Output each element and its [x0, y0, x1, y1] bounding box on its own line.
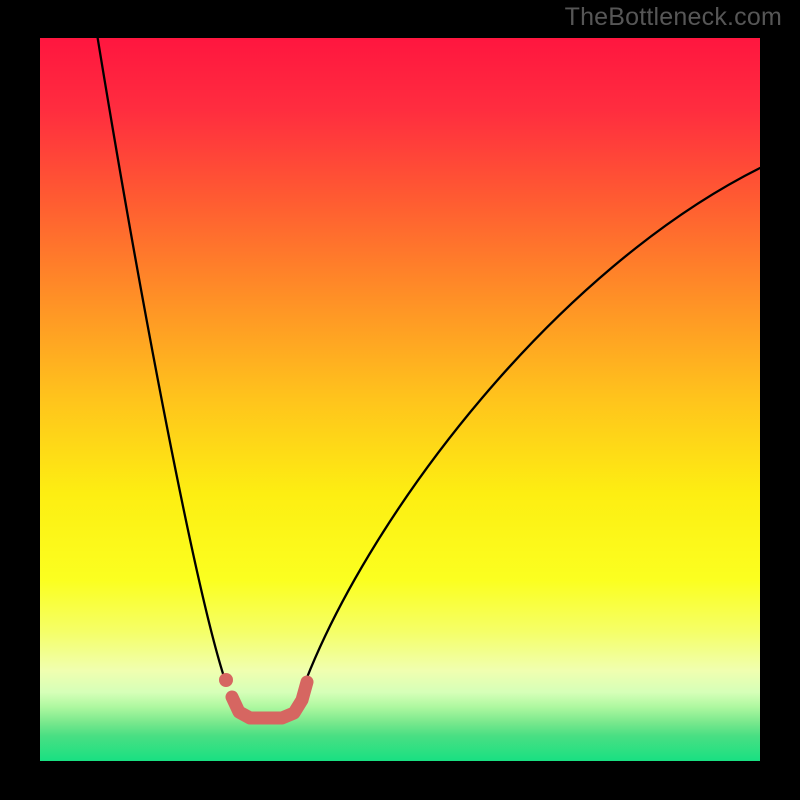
optimal-zone-strip [232, 682, 307, 718]
bottleneck-chart [0, 0, 800, 800]
curve-right [306, 168, 760, 680]
watermark-text: TheBottleneck.com [565, 3, 782, 32]
optimal-zone-dot [219, 673, 233, 687]
curve-left [96, 28, 225, 680]
